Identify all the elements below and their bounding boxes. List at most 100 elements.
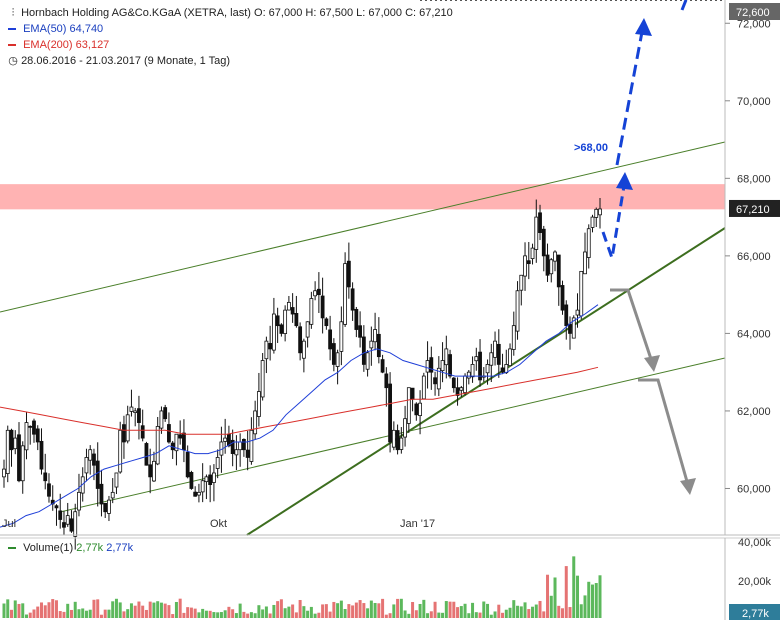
volume-bar xyxy=(553,577,557,618)
candle-body xyxy=(197,491,201,496)
instrument-title: Hornbach Holding AG&Co.KGaA (XETRA, last… xyxy=(21,7,251,19)
candle-body xyxy=(519,274,524,291)
candle-body xyxy=(515,290,520,332)
volume-bar xyxy=(107,609,111,618)
volume-bar xyxy=(148,601,152,618)
candle-body xyxy=(223,437,228,442)
volume-bar xyxy=(339,600,343,618)
volume-bar xyxy=(204,610,208,618)
volume-bar xyxy=(591,584,595,618)
candle-body xyxy=(376,333,381,358)
x-tick-label: Jan '17 xyxy=(400,518,435,530)
volume-bar xyxy=(527,609,531,618)
ema50-swatch-icon xyxy=(8,28,16,31)
volume-axis-label: 20,00k xyxy=(738,576,772,588)
volume-bar xyxy=(261,609,265,618)
candle-body xyxy=(204,476,209,483)
volume-bar xyxy=(366,608,370,618)
volume-label: Volume(1) xyxy=(23,542,74,554)
volume-bar xyxy=(223,610,227,618)
volume-bar xyxy=(309,606,313,618)
volume-bar xyxy=(508,607,512,618)
volume-bar xyxy=(238,603,242,618)
volume-bar xyxy=(377,603,381,618)
candle-body xyxy=(583,251,587,275)
volume-bar xyxy=(414,610,418,618)
volume-bar xyxy=(437,612,441,618)
chart-legend: ⫶ Hornbach Holding AG&Co.KGaA (XETRA, la… xyxy=(8,5,453,69)
main-plot-area xyxy=(0,0,725,535)
volume-bar xyxy=(193,608,197,618)
svg-text:67,210: 67,210 xyxy=(736,204,770,216)
ema200-swatch-icon xyxy=(8,44,16,47)
volume-bar xyxy=(407,613,411,618)
ema50-label: EMA(50) xyxy=(23,23,67,35)
candle-body xyxy=(283,309,288,334)
candle-body xyxy=(212,472,216,483)
candle-body xyxy=(174,433,179,452)
volume-bar xyxy=(354,602,358,618)
volume-bar xyxy=(534,604,538,618)
candle-body xyxy=(564,304,569,327)
volume-bar xyxy=(77,609,81,618)
candle-body xyxy=(103,502,108,513)
volume-bar xyxy=(587,581,591,618)
candle-body xyxy=(575,309,580,316)
candle-body xyxy=(399,437,404,450)
candle-body xyxy=(526,260,531,265)
candle-body xyxy=(436,367,441,390)
date-range: 28.06.2016 - 21.03.2017 xyxy=(21,55,141,67)
volume-bar xyxy=(362,603,366,618)
candle-body xyxy=(122,424,126,443)
volume-bar xyxy=(81,608,85,618)
volume-bar xyxy=(411,602,415,618)
volume-bar xyxy=(17,603,21,618)
volume-bar xyxy=(497,604,501,618)
clock-icon: ◷ xyxy=(8,55,18,67)
candle-body xyxy=(178,434,183,439)
volume-value-1: 2,77k xyxy=(76,542,104,554)
candle-body xyxy=(421,375,426,400)
candle-body xyxy=(395,430,400,451)
volume-bar xyxy=(114,598,118,618)
volume-bar xyxy=(388,613,392,618)
candle-body xyxy=(433,377,437,385)
volume-bar xyxy=(489,614,493,618)
volume-bar xyxy=(186,607,190,618)
target-price-tag: 72,600 xyxy=(729,3,780,20)
candle-body xyxy=(425,360,430,373)
y-axis-ticks: 60,000 62,000 64,000 66,000 68,000 70,000 72,0… xyxy=(725,18,771,495)
volume-bar xyxy=(523,602,527,618)
volume-bar xyxy=(557,605,561,618)
candle-body xyxy=(301,340,306,359)
volume-bar xyxy=(51,599,55,618)
volume-bar xyxy=(268,613,272,618)
candle-body xyxy=(538,212,542,234)
volume-bar xyxy=(448,601,452,618)
volume-bar xyxy=(478,612,482,618)
candle-body xyxy=(549,259,554,275)
candle-body xyxy=(275,315,280,327)
volume-bar xyxy=(234,613,238,618)
candle-body xyxy=(125,414,130,442)
candle-body xyxy=(65,515,70,525)
volume-bar xyxy=(392,604,396,618)
y-tick-label: 66,000 xyxy=(737,251,771,263)
volume-bar xyxy=(313,613,317,618)
volume-bar xyxy=(426,613,430,618)
volume-bar xyxy=(212,612,216,618)
candle-body xyxy=(410,387,415,400)
candle-body xyxy=(496,343,501,365)
volume-bar xyxy=(178,598,182,618)
volume-bar xyxy=(482,601,486,618)
candle-body xyxy=(489,352,494,366)
candle-body xyxy=(418,402,422,417)
candle-body xyxy=(406,387,411,424)
volume-bars xyxy=(2,556,602,618)
volume-bar xyxy=(321,604,325,618)
volume-bar xyxy=(73,601,77,618)
candle-body xyxy=(2,468,6,478)
candle-body xyxy=(47,483,51,497)
projection-up-arrowhead-2 xyxy=(635,18,652,36)
volume-bar xyxy=(546,574,550,618)
